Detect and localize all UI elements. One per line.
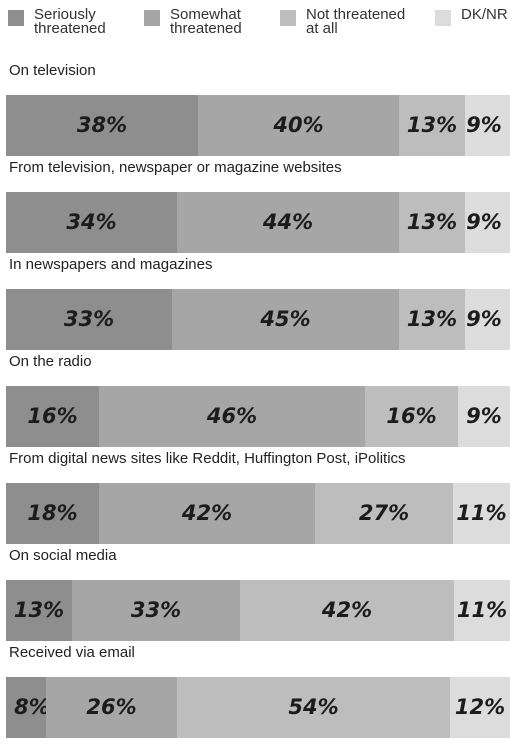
bar-segment xyxy=(315,483,453,544)
data-label: 42% xyxy=(321,598,373,622)
bar-segment xyxy=(177,192,399,253)
legend-label: Not threatened at all xyxy=(306,6,406,37)
data-label: 33% xyxy=(130,598,182,622)
bar-row: Received via email 8% 26% 54% 12% xyxy=(0,644,510,738)
data-label: 11% xyxy=(456,598,508,622)
bar-segment xyxy=(6,192,177,253)
legend-swatch xyxy=(8,10,24,26)
bar-track: 8% 26% 54% 12% xyxy=(6,677,510,738)
legend-label: Somewhat threatened xyxy=(170,6,242,37)
bar-segment xyxy=(172,289,399,350)
category-label: From digital news sites like Reddit, Huf… xyxy=(9,450,406,467)
legend-swatch xyxy=(144,10,160,26)
category-label: In newspapers and magazines xyxy=(9,256,213,273)
bar-segment xyxy=(458,386,510,447)
data-label: 54% xyxy=(288,695,339,719)
data-label: 9% xyxy=(466,113,502,137)
data-label: 16% xyxy=(27,404,78,428)
bar-segment xyxy=(454,580,510,641)
data-label: 9% xyxy=(466,307,502,331)
bar-row: From television, newspaper or magazine w… xyxy=(0,159,510,253)
bar-segment xyxy=(46,677,177,738)
category-label: On television xyxy=(9,62,96,79)
bar-track: 16% 46% 16% 9% xyxy=(6,386,510,447)
category-label: Received via email xyxy=(9,644,135,661)
bar-row: On social media 13% 33% 42% 11% xyxy=(0,547,510,641)
category-label: On social media xyxy=(9,547,117,564)
bar-segment xyxy=(453,483,510,544)
legend-swatch xyxy=(280,10,296,26)
bar-segment xyxy=(450,677,510,738)
bar-track: 18% 42% 27% 11% xyxy=(6,483,510,544)
data-label: 13% xyxy=(13,598,65,622)
legend-label: Seriously threatened xyxy=(34,6,106,37)
data-label: 11% xyxy=(456,501,507,525)
data-label: 38% xyxy=(76,113,128,137)
bar-segment xyxy=(465,192,510,253)
bar-track: 38% 40% 13% 9% xyxy=(6,95,510,156)
data-label: 42% xyxy=(181,501,233,525)
data-label: 33% xyxy=(63,307,115,331)
bar-segment xyxy=(465,289,510,350)
data-label: 16% xyxy=(386,404,437,428)
bar-track: 34% 44% 13% 9% xyxy=(6,192,510,253)
legend-label: DK/NR xyxy=(461,6,508,23)
data-label: 27% xyxy=(358,501,410,525)
bar-segment xyxy=(365,386,458,447)
bar-segment xyxy=(6,289,172,350)
data-label: 13% xyxy=(406,210,458,234)
data-label: 8% xyxy=(14,695,50,719)
data-label: 18% xyxy=(27,501,78,525)
bar-segment xyxy=(240,580,454,641)
data-label: 40% xyxy=(273,113,324,137)
bar-row: On the radio 16% 46% 16% 9% xyxy=(0,353,510,447)
bar-segment xyxy=(6,677,46,738)
bar-segment xyxy=(99,483,315,544)
bar-track: 33% 45% 13% 9% xyxy=(6,289,510,350)
bar-segment xyxy=(72,580,240,641)
bar-track: 13% 33% 42% 11% xyxy=(6,580,510,641)
bar-segment xyxy=(177,677,450,738)
category-label: From television, newspaper or magazine w… xyxy=(9,159,342,176)
bar-row: From digital news sites like Reddit, Huf… xyxy=(0,450,510,544)
bar-segment xyxy=(465,95,510,156)
data-label: 9% xyxy=(466,210,502,234)
bar-row: In newspapers and magazines 33% 45% 13% 9% xyxy=(0,256,510,350)
bar-segment xyxy=(99,386,365,447)
bar-segment xyxy=(6,580,72,641)
data-label: 12% xyxy=(454,695,506,719)
data-label: 34% xyxy=(66,210,117,234)
data-label: 46% xyxy=(206,404,258,428)
bar-segment xyxy=(399,192,465,253)
data-label: 9% xyxy=(466,404,502,428)
data-label: 45% xyxy=(260,307,311,331)
data-label: 26% xyxy=(86,695,137,719)
legend-swatch xyxy=(435,10,451,26)
bar-row: On television 38% 40% 13% 9% xyxy=(0,62,510,156)
bar-segment xyxy=(6,95,198,156)
category-label: On the radio xyxy=(9,353,92,370)
data-label: 13% xyxy=(406,113,458,137)
bar-segment xyxy=(6,483,99,544)
bar-segment xyxy=(399,289,465,350)
bar-segment xyxy=(399,95,465,156)
bar-segment xyxy=(6,386,99,447)
legend: Seriously threatened Somewhat threatened N… xyxy=(0,0,510,48)
data-label: 44% xyxy=(262,210,314,234)
data-label: 13% xyxy=(406,307,458,331)
bar-segment xyxy=(198,95,399,156)
